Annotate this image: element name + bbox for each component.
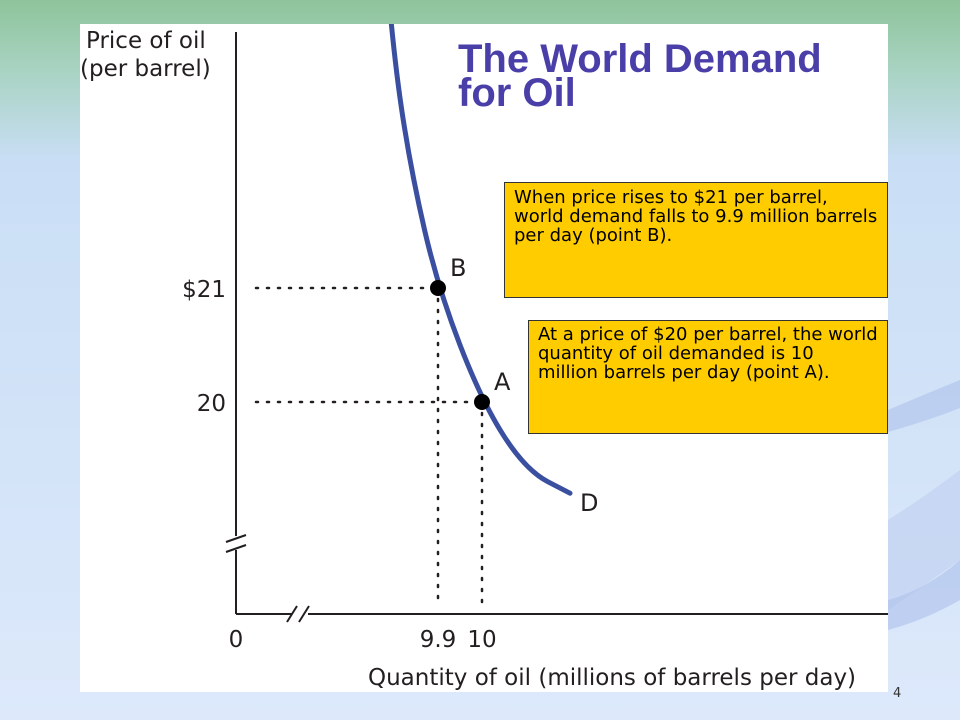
x-tick-label: 10 xyxy=(467,627,496,653)
y-axis-break-mark xyxy=(225,544,247,553)
y-axis-break-mark xyxy=(225,534,247,543)
demand-curve xyxy=(388,24,573,496)
y-axis-label-line-2: (per barrel) xyxy=(80,56,211,82)
y-axis-label-line-1: Price of oil xyxy=(86,28,206,54)
page-title: The World Demand for Oil xyxy=(458,37,822,115)
slide-number: 4 xyxy=(893,686,902,701)
x-tick-label: 9.9 xyxy=(420,627,457,653)
point-a xyxy=(474,394,490,410)
chart-marks: D B A $21 20 0 9.9 10 xyxy=(182,24,598,653)
x-axis-label: Quantity of oil (millions of barrels per… xyxy=(368,665,856,691)
x-axis-break-mark xyxy=(298,605,310,623)
callout-point-b: When price rises to $21 per barrel, worl… xyxy=(504,182,888,298)
x-tick-label: 0 xyxy=(229,627,244,653)
series-label-D: D xyxy=(580,489,598,517)
point-label-a: A xyxy=(494,368,511,396)
callout-point-a: At a price of $20 per barrel, the world … xyxy=(528,320,888,434)
point-label-b: B xyxy=(450,254,466,282)
point-b xyxy=(430,280,446,296)
y-tick-label: $21 xyxy=(182,277,226,303)
demand-chart: Price of oil (per barrel) Quantity of oi… xyxy=(80,24,888,691)
y-tick-label: 20 xyxy=(197,391,226,417)
chart-panel: Price of oil (per barrel) Quantity of oi… xyxy=(80,24,888,692)
x-axis-break-mark xyxy=(286,605,298,623)
